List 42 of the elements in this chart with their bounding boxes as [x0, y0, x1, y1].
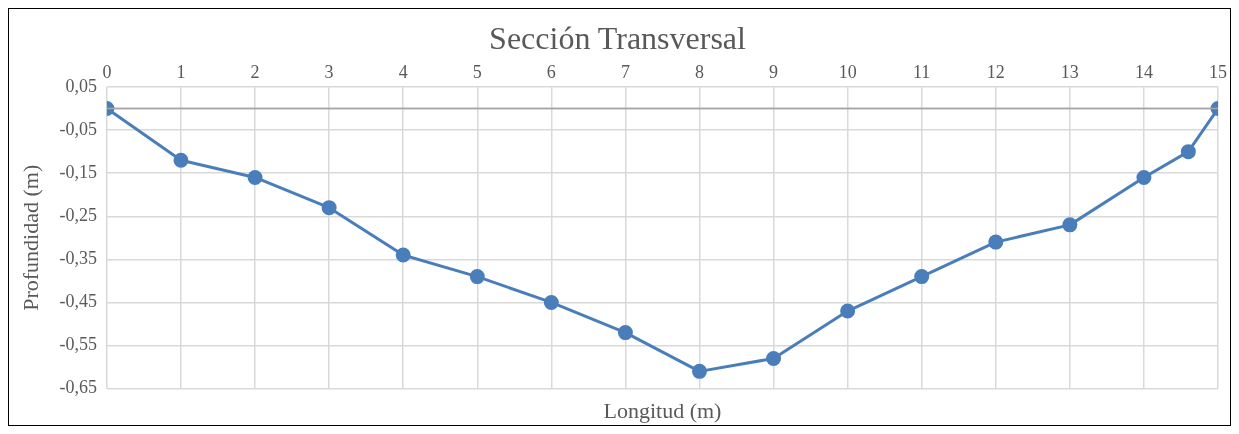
x-tick-label: 11: [913, 61, 931, 82]
point: [173, 152, 189, 168]
x-tick-label: 14: [1134, 61, 1153, 82]
point: [1062, 217, 1078, 233]
x-tick-label: 6: [546, 61, 556, 82]
y-tick-label: -0,45: [59, 291, 97, 312]
x-tick-label: 10: [838, 61, 857, 82]
y-tick-label: -0,55: [59, 334, 97, 355]
chart-title: Sección Transversal: [489, 19, 747, 56]
x-axis-title: Longitud (m): [603, 397, 722, 423]
point: [543, 294, 559, 310]
point: [840, 303, 856, 319]
point: [321, 200, 337, 216]
point: [469, 269, 485, 285]
y-tick-label: -0,35: [59, 248, 97, 269]
x-tick-label: 4: [398, 61, 408, 82]
y-tick-label: -0,15: [59, 161, 97, 182]
point: [1136, 169, 1152, 185]
x-tick-label: 0: [102, 61, 112, 82]
x-tick-label: 12: [986, 61, 1005, 82]
y-tick-label: -0,65: [59, 377, 97, 398]
x-tick-label: 8: [694, 61, 704, 82]
x-tick-label: 3: [324, 61, 334, 82]
y-axis-title: Profundidad (m): [17, 164, 43, 311]
y-tick-label: 0,05: [65, 75, 97, 96]
x-tick-label: 2: [250, 61, 260, 82]
x-tick-label: 15: [1209, 61, 1227, 82]
point: [1180, 144, 1196, 160]
x-tick-label: 1: [176, 61, 186, 82]
x-tick-label: 5: [472, 61, 482, 82]
point: [247, 169, 263, 185]
point: [395, 247, 411, 263]
point: [617, 325, 633, 341]
x-tick-label: 7: [620, 61, 630, 82]
point: [766, 350, 782, 366]
point: [691, 363, 707, 379]
x-tick-label: 9: [769, 61, 779, 82]
point: [914, 269, 930, 285]
point: [988, 234, 1004, 250]
y-tick-label: -0,25: [59, 204, 97, 225]
y-tick-label: -0,05: [59, 118, 97, 139]
x-tick-label: 13: [1060, 61, 1079, 82]
